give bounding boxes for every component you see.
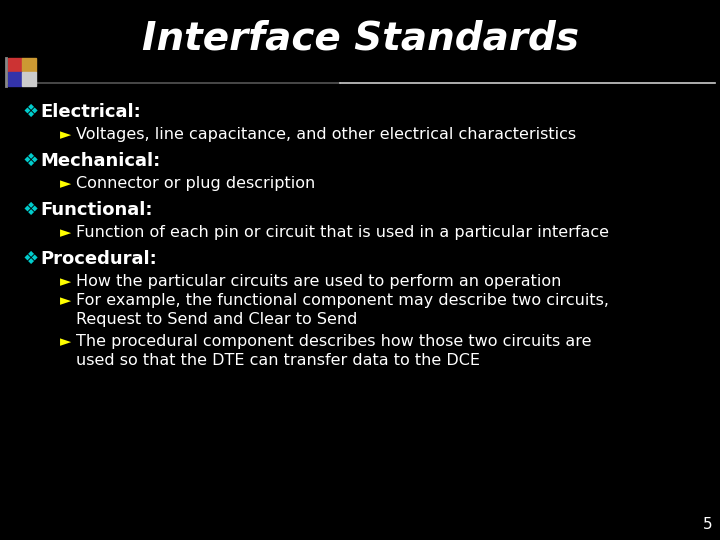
Text: The procedural component describes how those two circuits are
used so that the D: The procedural component describes how t… bbox=[76, 334, 592, 368]
Text: ►: ► bbox=[60, 293, 71, 308]
Text: ►: ► bbox=[60, 176, 71, 191]
Text: ►: ► bbox=[60, 127, 71, 142]
Text: Function of each pin or circuit that is used in a particular interface: Function of each pin or circuit that is … bbox=[76, 225, 609, 240]
Text: Functional:: Functional: bbox=[40, 201, 153, 219]
Bar bbox=[8, 58, 22, 72]
Text: 5: 5 bbox=[703, 517, 712, 532]
Text: ►: ► bbox=[60, 274, 71, 289]
Bar bbox=[22, 58, 36, 72]
Text: ❖: ❖ bbox=[22, 103, 38, 121]
Text: ❖: ❖ bbox=[22, 152, 38, 170]
Bar bbox=[22, 72, 36, 86]
Text: ►: ► bbox=[60, 225, 71, 240]
Text: For example, the functional component may describe two circuits,
Request to Send: For example, the functional component ma… bbox=[76, 293, 609, 327]
Text: Electrical:: Electrical: bbox=[40, 103, 140, 121]
Bar bbox=[8, 72, 22, 86]
Text: Voltages, line capacitance, and other electrical characteristics: Voltages, line capacitance, and other el… bbox=[76, 127, 576, 142]
Text: Connector or plug description: Connector or plug description bbox=[76, 176, 315, 191]
Text: How the particular circuits are used to perform an operation: How the particular circuits are used to … bbox=[76, 274, 562, 289]
Text: Procedural:: Procedural: bbox=[40, 250, 157, 268]
Text: Mechanical:: Mechanical: bbox=[40, 152, 161, 170]
Text: ❖: ❖ bbox=[22, 201, 38, 219]
Text: ►: ► bbox=[60, 334, 71, 349]
Text: ❖: ❖ bbox=[22, 250, 38, 268]
Text: Interface Standards: Interface Standards bbox=[142, 19, 578, 57]
